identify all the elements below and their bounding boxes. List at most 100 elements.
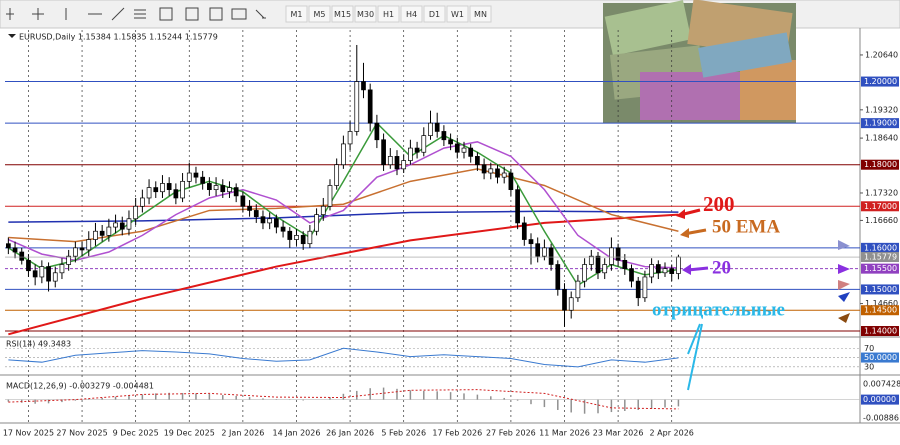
level-box bbox=[861, 242, 899, 253]
candle-body bbox=[542, 247, 547, 257]
timeframe-label[interactable]: M1 bbox=[291, 10, 303, 19]
timeframe-label[interactable]: W1 bbox=[451, 10, 464, 19]
candle-body bbox=[475, 156, 480, 166]
timeframe-button[interactable] bbox=[308, 5, 331, 23]
timeframe-button[interactable] bbox=[331, 5, 354, 23]
candle-body bbox=[555, 264, 561, 290]
candle-body bbox=[367, 89, 373, 124]
tool-shape[interactable] bbox=[231, 8, 247, 20]
candle-body bbox=[582, 264, 587, 282]
candle-body bbox=[300, 235, 306, 245]
candle-body bbox=[247, 205, 252, 211]
x-tick-label: 27 Nov 2025 bbox=[56, 429, 107, 438]
timeframe-button[interactable] bbox=[446, 5, 469, 23]
level-box bbox=[861, 76, 899, 87]
timeframe-label[interactable]: MN bbox=[474, 10, 487, 19]
candle-body bbox=[575, 280, 581, 299]
timeframe-button[interactable] bbox=[469, 5, 492, 23]
candle-body bbox=[146, 187, 152, 199]
timeframes: M1 M5 M15 M30 H1 H4 D1 W1 MN bbox=[285, 5, 492, 23]
marker bbox=[838, 280, 850, 290]
candle-body bbox=[253, 210, 259, 218]
x-tick-label: 14 Jan 2026 bbox=[272, 429, 320, 438]
y-tick-label: 1.18640 bbox=[865, 134, 898, 143]
candle-body bbox=[173, 189, 179, 199]
timeframe-button[interactable] bbox=[423, 5, 446, 23]
candle-body bbox=[341, 143, 346, 166]
candle-body bbox=[267, 218, 273, 224]
timeframe-label[interactable]: D1 bbox=[429, 10, 440, 19]
moving-average bbox=[8, 168, 679, 243]
level-label: 1.14000 bbox=[864, 327, 897, 336]
arrows bbox=[676, 208, 850, 391]
timeframe-label[interactable]: M15 bbox=[334, 10, 351, 19]
macd-tick-label: -0.00886 bbox=[863, 413, 899, 422]
marker bbox=[838, 313, 850, 323]
x-tick-label: 17 Nov 2025 bbox=[3, 429, 54, 438]
tool-arrows[interactable] bbox=[255, 9, 266, 19]
timeframe-label[interactable]: M5 bbox=[314, 10, 326, 19]
timeframe-label[interactable]: H4 bbox=[406, 10, 417, 19]
candle-body bbox=[642, 276, 648, 299]
candle-body bbox=[240, 195, 246, 207]
candle-body bbox=[374, 122, 380, 141]
tool-fibo[interactable] bbox=[159, 7, 173, 21]
candle-body bbox=[501, 172, 507, 178]
timeframe-button[interactable] bbox=[377, 5, 400, 23]
candle-body bbox=[166, 183, 172, 191]
candle-body bbox=[548, 247, 554, 265]
x-tick-label: 19 Dec 2025 bbox=[164, 429, 215, 438]
level-box bbox=[861, 326, 899, 337]
collapse-icon[interactable] bbox=[8, 34, 16, 38]
candle-body bbox=[153, 187, 159, 193]
candle-body bbox=[535, 243, 541, 257]
candle-body bbox=[79, 247, 85, 251]
candle-body bbox=[622, 259, 628, 269]
candle-body bbox=[160, 183, 165, 193]
level-label: 1.16000 bbox=[864, 243, 897, 252]
timeframe-label[interactable]: H1 bbox=[383, 10, 394, 19]
y-tick-label: 1.17320 bbox=[865, 188, 898, 197]
candle-body bbox=[99, 230, 105, 236]
timeframe-button[interactable] bbox=[285, 5, 308, 23]
candle-body bbox=[629, 268, 634, 282]
rsi-tick-label: 30 bbox=[864, 362, 874, 371]
candle-body bbox=[602, 264, 608, 274]
candle-body bbox=[106, 226, 112, 236]
rsi-box bbox=[861, 352, 899, 363]
candle-body bbox=[26, 259, 31, 272]
level-box bbox=[861, 284, 899, 295]
tool-text[interactable] bbox=[185, 7, 199, 21]
tool-label[interactable] bbox=[209, 7, 223, 21]
candle-body bbox=[508, 172, 514, 191]
x-tick-label: 26 Jan 2026 bbox=[326, 429, 374, 438]
level-box bbox=[861, 263, 899, 274]
current-price: 1.15779 bbox=[864, 253, 897, 262]
tool-channel[interactable] bbox=[134, 9, 146, 19]
timeframe-button[interactable] bbox=[400, 5, 423, 23]
arrow-head bbox=[680, 228, 689, 238]
macd-title: MACD(12,26,9) -0.003279 -0.004481 bbox=[6, 382, 154, 391]
candle-body bbox=[186, 172, 192, 182]
chart-title: EURUSD,Daily 1.15384 1.15835 1.15244 1.1… bbox=[19, 33, 218, 42]
candle-body bbox=[86, 239, 92, 251]
candle-body bbox=[387, 156, 393, 166]
timeframe-button[interactable] bbox=[354, 5, 377, 23]
candle-body bbox=[649, 264, 654, 278]
candle-body bbox=[595, 255, 601, 274]
candle-body bbox=[113, 222, 118, 228]
tool-crosshair[interactable] bbox=[32, 8, 44, 20]
candle-body bbox=[133, 205, 139, 220]
candle-body bbox=[314, 214, 319, 232]
candle-body bbox=[119, 222, 125, 230]
x-tick-label: 27 Feb 2026 bbox=[486, 429, 536, 438]
level-label: 1.17000 bbox=[864, 202, 897, 211]
candle-body bbox=[126, 218, 132, 230]
timeframe-label[interactable]: M30 bbox=[357, 10, 374, 19]
tool-trendline[interactable] bbox=[111, 7, 125, 21]
x-tick-label: 17 Feb 2026 bbox=[432, 429, 482, 438]
tool-cursor[interactable] bbox=[6, 8, 14, 20]
candle-body bbox=[669, 268, 675, 274]
candle-body bbox=[260, 216, 266, 224]
